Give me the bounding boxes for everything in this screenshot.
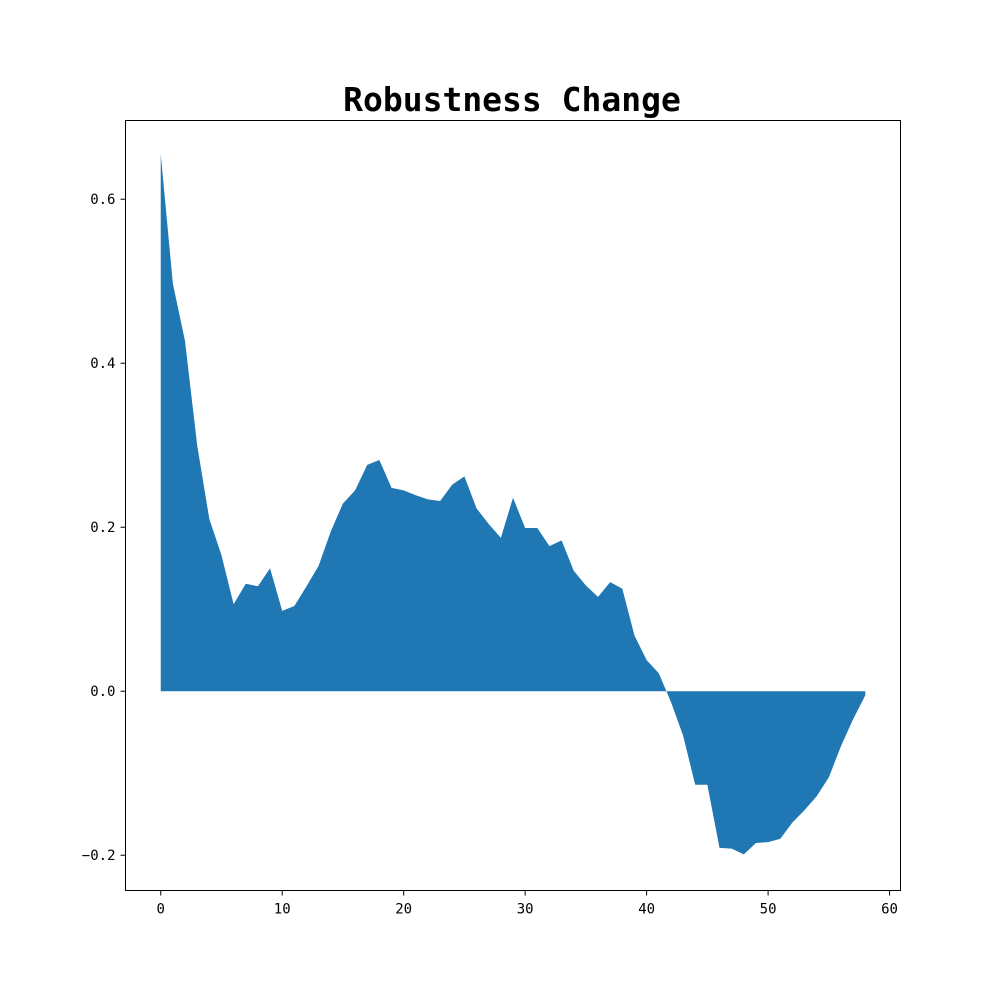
x-tick-label: 0 <box>157 902 165 918</box>
x-tick-label: 60 <box>881 902 898 918</box>
y-tick-label: 0.0 <box>90 684 115 700</box>
x-tick-label: 10 <box>274 902 291 918</box>
x-tick-label: 30 <box>517 902 534 918</box>
axes-frame <box>125 120 901 891</box>
y-tick-label: 0.4 <box>90 356 115 372</box>
x-tick-label: 50 <box>760 902 777 918</box>
x-axis: 0 10 20 30 40 50 60 <box>157 890 898 918</box>
x-tick-label: 20 <box>395 902 412 918</box>
x-tick-label: 40 <box>638 902 655 918</box>
y-tick-label: 0.2 <box>90 520 115 536</box>
series-area <box>160 154 866 855</box>
plot-area <box>160 154 866 855</box>
chart-title: Robustness Change <box>343 80 681 119</box>
y-tick-label: −0.2 <box>82 848 116 864</box>
y-axis: −0.2 0.0 0.2 0.4 0.6 <box>82 192 126 864</box>
y-tick-label: 0.6 <box>90 192 115 208</box>
